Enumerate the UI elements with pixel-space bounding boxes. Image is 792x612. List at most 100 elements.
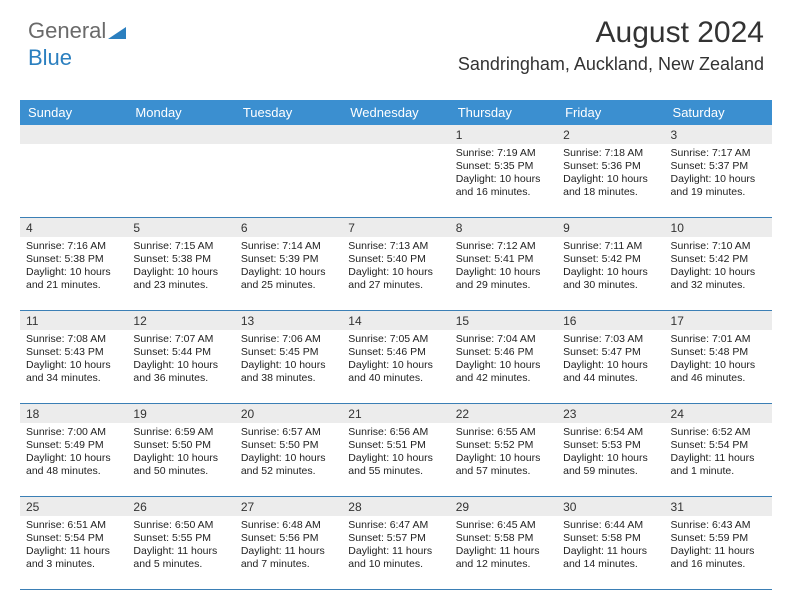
cell-body: Sunrise: 7:07 AMSunset: 5:44 PMDaylight:… [127, 330, 234, 392]
cell-body: Sunrise: 6:43 AMSunset: 5:59 PMDaylight:… [665, 516, 772, 578]
day-number: 30 [557, 497, 664, 516]
sunrise-text: Sunrise: 7:03 AM [563, 333, 658, 346]
cell-body [20, 144, 127, 153]
sunrise-text: Sunrise: 6:55 AM [456, 426, 551, 439]
day-number: 23 [557, 404, 664, 423]
daylight-text: Daylight: 10 hours and 19 minutes. [671, 173, 766, 199]
daylight-text: Daylight: 10 hours and 27 minutes. [348, 266, 443, 292]
sunset-text: Sunset: 5:40 PM [348, 253, 443, 266]
day-number: 25 [20, 497, 127, 516]
calendar-cell: 8Sunrise: 7:12 AMSunset: 5:41 PMDaylight… [450, 218, 557, 310]
calendar-cell: 14Sunrise: 7:05 AMSunset: 5:46 PMDayligh… [342, 311, 449, 403]
sunset-text: Sunset: 5:43 PM [26, 346, 121, 359]
calendar-cell: 26Sunrise: 6:50 AMSunset: 5:55 PMDayligh… [127, 497, 234, 589]
daylight-text: Daylight: 10 hours and 29 minutes. [456, 266, 551, 292]
day-number [20, 125, 127, 144]
day-number: 18 [20, 404, 127, 423]
daylight-text: Daylight: 10 hours and 42 minutes. [456, 359, 551, 385]
sunset-text: Sunset: 5:58 PM [563, 532, 658, 545]
daylight-text: Daylight: 11 hours and 14 minutes. [563, 545, 658, 571]
day-number: 29 [450, 497, 557, 516]
cell-body: Sunrise: 7:00 AMSunset: 5:49 PMDaylight:… [20, 423, 127, 485]
sunset-text: Sunset: 5:54 PM [26, 532, 121, 545]
week-row: 25Sunrise: 6:51 AMSunset: 5:54 PMDayligh… [20, 497, 772, 590]
day-number: 3 [665, 125, 772, 144]
cell-body: Sunrise: 7:15 AMSunset: 5:38 PMDaylight:… [127, 237, 234, 299]
sunset-text: Sunset: 5:53 PM [563, 439, 658, 452]
cell-body: Sunrise: 6:57 AMSunset: 5:50 PMDaylight:… [235, 423, 342, 485]
day-number: 10 [665, 218, 772, 237]
calendar-cell: 27Sunrise: 6:48 AMSunset: 5:56 PMDayligh… [235, 497, 342, 589]
day-number: 5 [127, 218, 234, 237]
cell-body: Sunrise: 7:17 AMSunset: 5:37 PMDaylight:… [665, 144, 772, 206]
calendar-cell: 11Sunrise: 7:08 AMSunset: 5:43 PMDayligh… [20, 311, 127, 403]
day-number: 20 [235, 404, 342, 423]
day-number: 7 [342, 218, 449, 237]
sunrise-text: Sunrise: 7:06 AM [241, 333, 336, 346]
daylight-text: Daylight: 11 hours and 16 minutes. [671, 545, 766, 571]
sunrise-text: Sunrise: 6:44 AM [563, 519, 658, 532]
sunset-text: Sunset: 5:42 PM [563, 253, 658, 266]
cell-body: Sunrise: 6:56 AMSunset: 5:51 PMDaylight:… [342, 423, 449, 485]
calendar-cell: 16Sunrise: 7:03 AMSunset: 5:47 PMDayligh… [557, 311, 664, 403]
sunrise-text: Sunrise: 7:13 AM [348, 240, 443, 253]
calendar-cell: 18Sunrise: 7:00 AMSunset: 5:49 PMDayligh… [20, 404, 127, 496]
day-number: 4 [20, 218, 127, 237]
sunset-text: Sunset: 5:38 PM [26, 253, 121, 266]
sunrise-text: Sunrise: 7:14 AM [241, 240, 336, 253]
day-number: 11 [20, 311, 127, 330]
sunset-text: Sunset: 5:46 PM [456, 346, 551, 359]
day-header: Sunday [20, 100, 127, 125]
calendar-cell: 3Sunrise: 7:17 AMSunset: 5:37 PMDaylight… [665, 125, 772, 217]
calendar-cell [342, 125, 449, 217]
day-number [342, 125, 449, 144]
sunset-text: Sunset: 5:49 PM [26, 439, 121, 452]
cell-body: Sunrise: 6:47 AMSunset: 5:57 PMDaylight:… [342, 516, 449, 578]
sunset-text: Sunset: 5:36 PM [563, 160, 658, 173]
sunset-text: Sunset: 5:52 PM [456, 439, 551, 452]
sunset-text: Sunset: 5:42 PM [671, 253, 766, 266]
cell-body: Sunrise: 6:51 AMSunset: 5:54 PMDaylight:… [20, 516, 127, 578]
day-number: 27 [235, 497, 342, 516]
sunrise-text: Sunrise: 6:57 AM [241, 426, 336, 439]
day-number: 1 [450, 125, 557, 144]
day-header: Monday [127, 100, 234, 125]
calendar: Sunday Monday Tuesday Wednesday Thursday… [20, 100, 772, 590]
day-number: 28 [342, 497, 449, 516]
day-number: 13 [235, 311, 342, 330]
sunrise-text: Sunrise: 6:59 AM [133, 426, 228, 439]
daylight-text: Daylight: 10 hours and 23 minutes. [133, 266, 228, 292]
sunrise-text: Sunrise: 7:07 AM [133, 333, 228, 346]
daylight-text: Daylight: 11 hours and 3 minutes. [26, 545, 121, 571]
calendar-cell: 9Sunrise: 7:11 AMSunset: 5:42 PMDaylight… [557, 218, 664, 310]
cell-body: Sunrise: 7:10 AMSunset: 5:42 PMDaylight:… [665, 237, 772, 299]
sunrise-text: Sunrise: 7:18 AM [563, 147, 658, 160]
calendar-cell: 21Sunrise: 6:56 AMSunset: 5:51 PMDayligh… [342, 404, 449, 496]
day-header: Friday [557, 100, 664, 125]
sunset-text: Sunset: 5:41 PM [456, 253, 551, 266]
daylight-text: Daylight: 11 hours and 1 minute. [671, 452, 766, 478]
daylight-text: Daylight: 10 hours and 59 minutes. [563, 452, 658, 478]
daylight-text: Daylight: 11 hours and 10 minutes. [348, 545, 443, 571]
daylight-text: Daylight: 10 hours and 16 minutes. [456, 173, 551, 199]
cell-body: Sunrise: 7:19 AMSunset: 5:35 PMDaylight:… [450, 144, 557, 206]
daylight-text: Daylight: 10 hours and 36 minutes. [133, 359, 228, 385]
sunset-text: Sunset: 5:37 PM [671, 160, 766, 173]
sunset-text: Sunset: 5:54 PM [671, 439, 766, 452]
logo-text-blue: Blue [28, 45, 72, 70]
sunset-text: Sunset: 5:46 PM [348, 346, 443, 359]
cell-body: Sunrise: 7:04 AMSunset: 5:46 PMDaylight:… [450, 330, 557, 392]
cell-body [235, 144, 342, 153]
day-number: 6 [235, 218, 342, 237]
sunrise-text: Sunrise: 7:05 AM [348, 333, 443, 346]
daylight-text: Daylight: 10 hours and 57 minutes. [456, 452, 551, 478]
sunrise-text: Sunrise: 7:11 AM [563, 240, 658, 253]
sunrise-text: Sunrise: 7:08 AM [26, 333, 121, 346]
day-number: 14 [342, 311, 449, 330]
cell-body: Sunrise: 6:52 AMSunset: 5:54 PMDaylight:… [665, 423, 772, 485]
cell-body: Sunrise: 6:44 AMSunset: 5:58 PMDaylight:… [557, 516, 664, 578]
sunset-text: Sunset: 5:56 PM [241, 532, 336, 545]
daylight-text: Daylight: 10 hours and 18 minutes. [563, 173, 658, 199]
day-number: 9 [557, 218, 664, 237]
sunset-text: Sunset: 5:44 PM [133, 346, 228, 359]
